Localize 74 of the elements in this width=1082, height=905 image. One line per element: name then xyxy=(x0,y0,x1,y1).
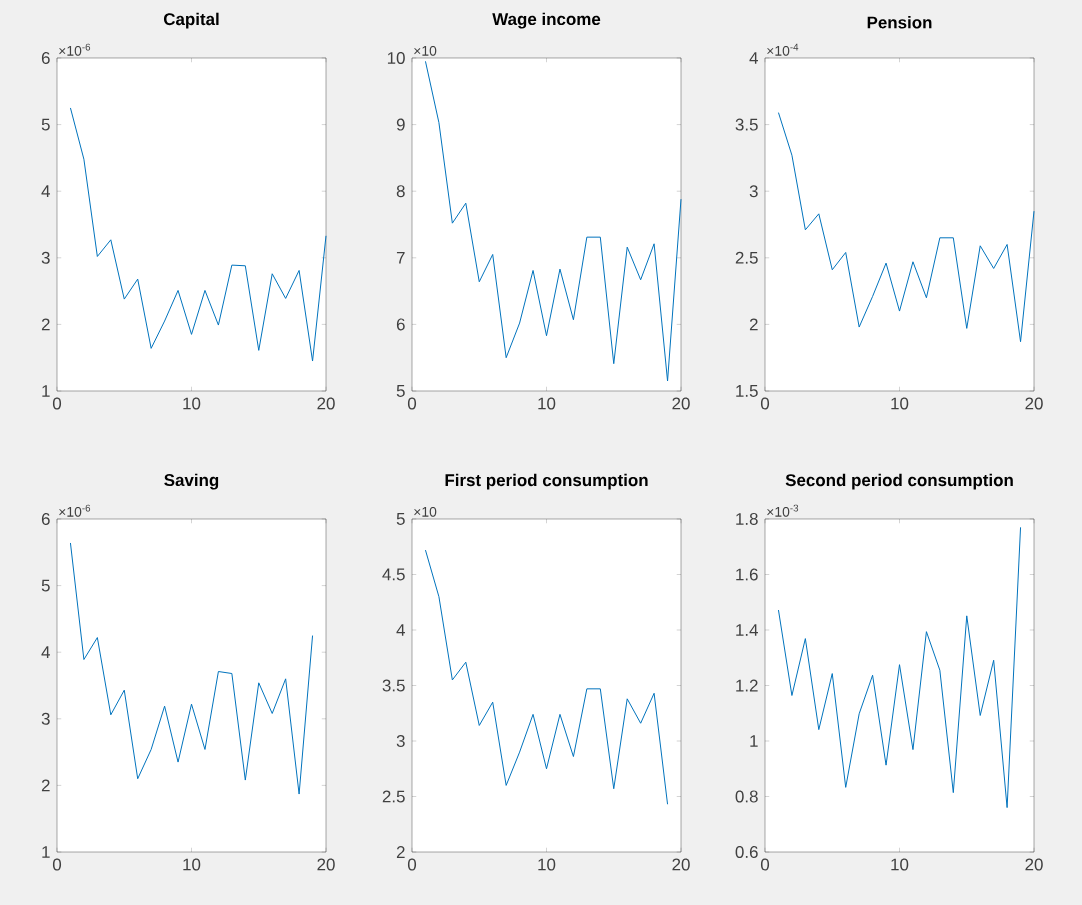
x-tick-label: 0 xyxy=(52,397,62,410)
line-series xyxy=(69,107,327,362)
y-tick-label: 1.6 xyxy=(736,568,758,581)
y-tick-label: 6 xyxy=(41,52,50,64)
y-tick-label: 1 xyxy=(42,385,50,397)
y-tick-label: 0.6 xyxy=(735,846,758,858)
y-tick-label: 1 xyxy=(42,846,50,858)
y-tick-label: 0.8 xyxy=(735,790,758,803)
x-tick-label: 20 xyxy=(672,397,690,410)
x-tick-label: 10 xyxy=(891,858,909,871)
y-tick-label: 1.8 xyxy=(736,513,758,525)
y-tick-label: 6 xyxy=(41,513,50,525)
x-tick-label: 20 xyxy=(1025,858,1043,871)
y-tick-label: 2 xyxy=(41,779,50,792)
x-tick-label: 10 xyxy=(538,858,556,871)
y-tick-label: 6 xyxy=(396,318,405,331)
line-series xyxy=(777,526,1022,809)
y-tick-label: 3.5 xyxy=(382,679,405,692)
x-tick-label: 20 xyxy=(317,397,335,410)
x-tick-label: 20 xyxy=(1025,397,1043,410)
x-tick-label: 10 xyxy=(891,397,909,410)
y-tick-label: 8 xyxy=(396,185,405,198)
line-series xyxy=(69,542,314,795)
y-tick-label: 2.5 xyxy=(382,790,405,803)
y-tick-label: 2 xyxy=(749,318,758,331)
x-tick-label: 0 xyxy=(760,858,770,871)
text: ×10$^{-4}$ xyxy=(767,43,799,56)
line-series xyxy=(424,549,669,805)
y-tick-label: 5 xyxy=(41,118,50,131)
y-tick-label: 1.5 xyxy=(736,385,758,397)
y-tick-label: 4 xyxy=(396,624,405,636)
y-tick-label: 3 xyxy=(396,735,405,747)
chart-title: Wage income xyxy=(492,12,601,29)
chart-title: Capital xyxy=(163,12,219,29)
chart-title: Saving xyxy=(164,473,219,490)
text: ×10$^{-6}$ xyxy=(59,43,91,56)
chart-title: First period consumption xyxy=(445,473,648,490)
text: ×10$^{-6}$ xyxy=(59,504,91,517)
y-tick-label: 4.5 xyxy=(382,568,405,581)
y-tick-label: 1.2 xyxy=(736,679,758,692)
chart-title: Pension xyxy=(867,16,932,29)
x-tick-label: 10 xyxy=(183,858,201,871)
y-tick-label: 2 xyxy=(41,318,50,331)
y-tick-label: 4 xyxy=(41,646,50,659)
x-tick-label: 20 xyxy=(317,858,335,871)
y-tick-label: 3 xyxy=(41,251,50,264)
y-tick-label: 3 xyxy=(749,185,758,198)
x-tick-label: 10 xyxy=(183,397,201,410)
y-tick-label: 5 xyxy=(396,385,405,397)
y-tick-label: 5 xyxy=(396,513,405,525)
text: ×10 xyxy=(414,506,437,517)
x-tick-label: 0 xyxy=(760,397,770,410)
x-tick-label: 0 xyxy=(407,858,417,871)
line-series xyxy=(777,112,1035,343)
text: ×10$^{-3}$ xyxy=(767,504,799,517)
y-tick-label: 3.5 xyxy=(735,118,758,131)
x-tick-label: 20 xyxy=(672,858,690,871)
y-tick-label: 3 xyxy=(41,712,50,725)
line-series xyxy=(424,60,682,382)
y-tick-label: 9 xyxy=(396,118,405,131)
x-tick-label: 0 xyxy=(407,397,417,410)
y-tick-label: 2.5 xyxy=(735,251,758,264)
text: ×10 xyxy=(414,45,437,56)
y-tick-label: 5 xyxy=(41,579,50,592)
y-tick-label: 10 xyxy=(387,52,405,64)
x-tick-label: 10 xyxy=(538,397,556,410)
x-tick-label: 0 xyxy=(52,858,62,871)
y-tick-label: 7 xyxy=(396,251,405,264)
y-tick-label: 1.4 xyxy=(736,624,758,636)
y-tick-label: 1 xyxy=(750,735,758,747)
y-tick-label: 4 xyxy=(41,185,50,198)
chart-title: Second period consumption xyxy=(785,473,1013,490)
y-tick-label: 4 xyxy=(749,52,758,64)
y-tick-label: 2 xyxy=(396,846,405,858)
